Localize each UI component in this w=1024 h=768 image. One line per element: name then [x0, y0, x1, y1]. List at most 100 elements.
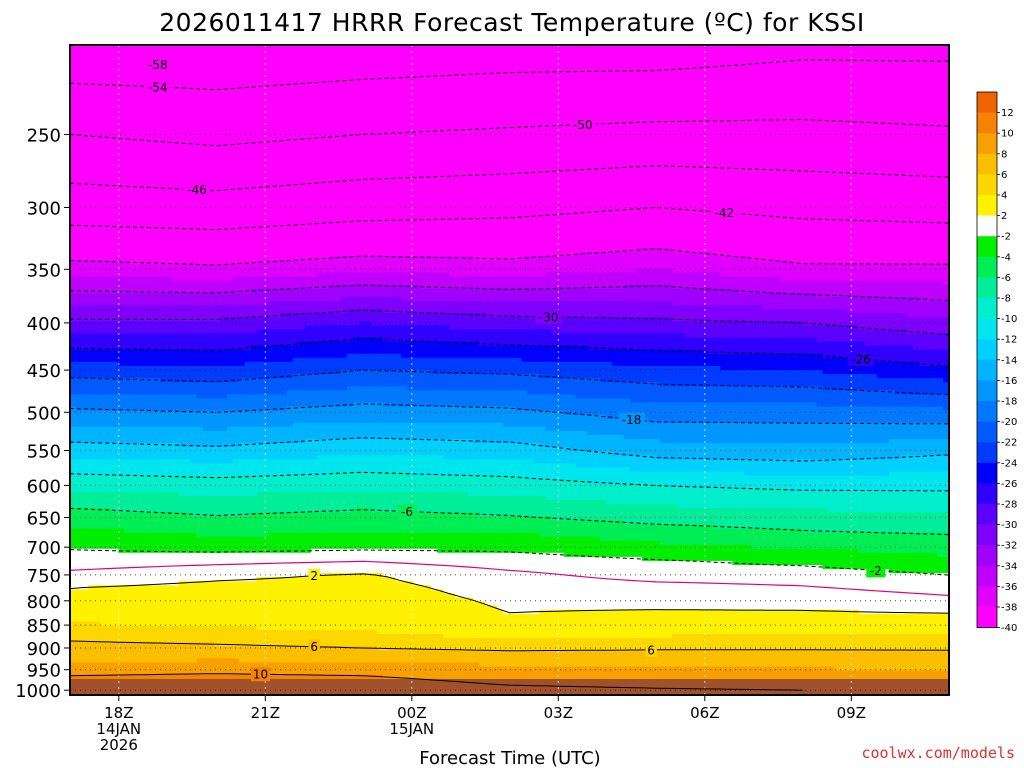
- fill-cell: [365, 89, 372, 95]
- fill-cell: [280, 69, 288, 75]
- fill-cell: [322, 122, 330, 127]
- fill-cell: [708, 175, 715, 180]
- fill-cell: [202, 130, 210, 135]
- fill-cell: [816, 57, 824, 62]
- fill-cell: [852, 154, 860, 160]
- fill-cell: [563, 97, 571, 103]
- fill-cell: [551, 65, 559, 70]
- fill-cell: [918, 122, 926, 127]
- fill-cell: [900, 110, 908, 115]
- fill-cell: [208, 179, 216, 184]
- fill-cell: [569, 150, 577, 156]
- fill-cell: [491, 101, 499, 107]
- fill-cell: [389, 61, 396, 66]
- fill-cell: [316, 93, 324, 99]
- fill-cell: [768, 150, 775, 156]
- fill-cell: [834, 122, 842, 127]
- fill-cell: [647, 81, 655, 87]
- fill-cell: [690, 65, 697, 70]
- fill-cell: [792, 126, 800, 131]
- fill-cell: [714, 57, 721, 62]
- fill-cell: [539, 154, 547, 160]
- fill-cell: [136, 73, 143, 79]
- fill-cell: [858, 45, 866, 50]
- fill-cell: [918, 179, 926, 184]
- fill-cell: [545, 73, 553, 79]
- fill-cell: [936, 89, 944, 95]
- fill-cell: [202, 134, 210, 140]
- fill-cell: [184, 65, 192, 70]
- fill-cell: [136, 150, 143, 156]
- fill-cell: [635, 49, 643, 54]
- fill-cell: [678, 73, 685, 79]
- fill-cell: [870, 154, 878, 160]
- fill-cell: [172, 142, 179, 148]
- fill-cell: [756, 85, 763, 91]
- fill-cell: [581, 138, 589, 144]
- fill-cell: [846, 105, 854, 111]
- fill-cell: [828, 89, 836, 95]
- fill-cell: [214, 175, 222, 180]
- fill-cell: [136, 61, 143, 66]
- fill-cell: [888, 138, 896, 144]
- fill-cell: [256, 122, 264, 127]
- fill-cell: [70, 162, 77, 168]
- fill-cell: [533, 114, 541, 119]
- fill-cell: [118, 45, 125, 50]
- fill-cell: [870, 146, 878, 152]
- fill-cell: [352, 69, 360, 75]
- fill-cell: [358, 150, 366, 156]
- fill-cell: [720, 146, 727, 152]
- fill-cell: [226, 122, 234, 127]
- fill-cell: [936, 49, 944, 54]
- fill-cell: [262, 105, 270, 111]
- fill-cell: [485, 142, 493, 148]
- fill-cell: [509, 101, 517, 107]
- fill-cell: [118, 69, 125, 75]
- fill-cell: [340, 118, 348, 123]
- fill-cell: [714, 138, 721, 144]
- fill-cell: [720, 114, 727, 119]
- fill-cell: [774, 130, 782, 135]
- fill-cell: [383, 77, 390, 83]
- fill-cell: [88, 170, 95, 176]
- fill-cell: [352, 89, 360, 95]
- fill-cell: [864, 73, 872, 79]
- fill-cell: [232, 81, 240, 87]
- fill-cell: [358, 101, 366, 107]
- fill-cell: [274, 65, 282, 70]
- fill-cell: [172, 138, 179, 144]
- fill-cell: [623, 61, 631, 66]
- fill-cell: [419, 158, 426, 164]
- fill-cell: [100, 150, 107, 156]
- fill-cell: [226, 166, 234, 172]
- fill-cell: [714, 118, 721, 123]
- fill-cell: [124, 93, 131, 99]
- fill-cell: [250, 142, 258, 148]
- fill-cell: [497, 77, 505, 83]
- fill-cell: [419, 93, 426, 99]
- fill-cell: [894, 61, 902, 66]
- fill-cell: [94, 110, 101, 115]
- fill-cell: [365, 93, 372, 99]
- fill-cell: [178, 110, 185, 115]
- fill-cell: [358, 61, 366, 66]
- fill-cell: [340, 158, 348, 164]
- fill-cell: [804, 162, 812, 168]
- fill-cell: [858, 146, 866, 152]
- fill-cell: [533, 101, 541, 107]
- fill-cell: [298, 110, 306, 115]
- fill-cell: [894, 69, 902, 75]
- fill-cell: [455, 73, 462, 79]
- fill-cell: [545, 97, 553, 103]
- fill-cell: [142, 49, 149, 54]
- fill-cell: [708, 61, 715, 66]
- fill-cell: [160, 179, 167, 184]
- fill-cell: [334, 118, 342, 123]
- fill-cell: [780, 158, 788, 164]
- fill-cell: [545, 138, 553, 144]
- fill-cell: [389, 162, 396, 168]
- fill-cell: [930, 142, 938, 148]
- fill-cell: [413, 49, 420, 54]
- fill-cell: [678, 122, 685, 127]
